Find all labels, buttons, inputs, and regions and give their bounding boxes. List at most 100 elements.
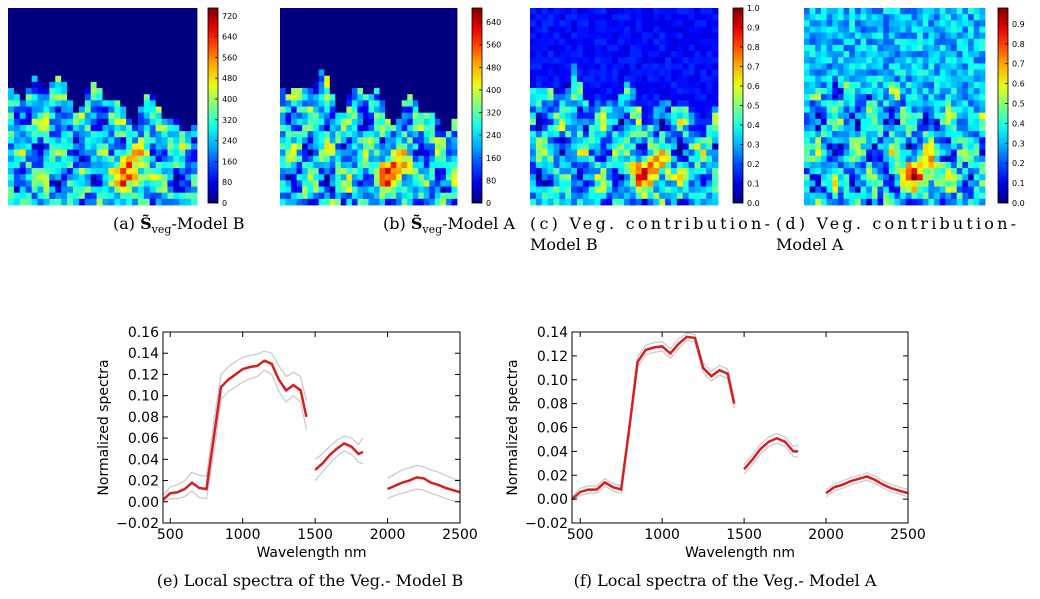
heatmap-cell (302, 137, 309, 144)
heatmap-cell (440, 161, 447, 169)
heatmap-cell (374, 106, 380, 114)
heatmap-cell (888, 88, 895, 95)
heatmap-cell (72, 8, 80, 15)
heatmap-cell (401, 26, 408, 34)
heatmap-cell (108, 118, 115, 126)
heatmap-cell (582, 94, 590, 101)
heatmap-cell (302, 57, 309, 64)
heatmap-cell (939, 51, 946, 58)
plot-frame (571, 331, 909, 524)
heatmap-cell (434, 192, 441, 200)
heatmap-cell (618, 51, 625, 58)
heatmap-cell (418, 180, 425, 187)
heatmap-cell (594, 8, 601, 15)
heatmap-cell (357, 88, 364, 95)
heatmap-cell (945, 131, 952, 138)
heatmap-cell (149, 168, 157, 175)
heatmap-cell (588, 14, 596, 21)
heatmap-cell (530, 161, 537, 169)
heatmap-cell (379, 174, 386, 181)
heatmap-cell (149, 26, 157, 34)
heatmap-cell (888, 124, 895, 132)
heatmap-cell (653, 63, 660, 70)
heatmap-cell (911, 106, 918, 114)
heatmap-cell (641, 118, 648, 126)
heatmap-cell (120, 88, 127, 95)
heatmap-cell (712, 168, 719, 175)
heatmap-cell (149, 51, 157, 58)
heatmap-cell (582, 20, 590, 27)
heatmap-cell (624, 14, 631, 21)
heatmap-cell (329, 94, 336, 101)
heatmap-cell (571, 174, 578, 181)
heatmap-cell (43, 69, 50, 77)
heatmap-cell (973, 51, 980, 58)
heatmap-cell (43, 149, 50, 157)
heatmap-cell (659, 112, 666, 120)
heatmap-cell (905, 81, 912, 89)
heatmap-cell (837, 137, 844, 144)
heatmap-cell (167, 192, 174, 200)
heatmap-cell (78, 81, 86, 89)
heatmap-cell (826, 32, 833, 40)
heatmap-cell (31, 69, 38, 77)
heatmap-cell (700, 149, 707, 157)
heatmap-cell (577, 112, 584, 120)
heatmap-cell (871, 26, 878, 34)
heatmap-cell (396, 32, 403, 40)
heatmap-cell (629, 69, 637, 77)
heatmap-cell (860, 137, 867, 144)
heatmap-cell (922, 44, 929, 52)
y-tick-label: 0.08 (128, 410, 159, 426)
heatmap-cell (945, 118, 952, 126)
heatmap-cell (968, 186, 975, 194)
heatmap-cell (618, 155, 625, 163)
heatmap-cell (565, 124, 572, 132)
heatmap-cell (671, 14, 678, 21)
heatmap-cell (635, 94, 643, 101)
heatmap-cell (618, 112, 625, 120)
heatmap-cell (167, 155, 174, 163)
heatmap-cell (530, 131, 537, 138)
heatmap-cell (956, 14, 963, 21)
heatmap-cell (629, 131, 637, 138)
heatmap-cell (682, 186, 690, 194)
heatmap-cell (653, 51, 660, 58)
heatmap-cell (582, 57, 590, 64)
heatmap-cell (854, 57, 861, 64)
heatmap-cell (132, 63, 139, 70)
heatmap-cell (694, 14, 701, 21)
heatmap-cell (43, 100, 50, 107)
heatmap-cell (618, 137, 625, 144)
heatmap-cell (351, 20, 358, 27)
heatmap-cell (973, 124, 980, 132)
heatmap-cell (137, 26, 145, 34)
heatmap-cell (934, 69, 941, 77)
heatmap-cell (418, 26, 425, 34)
heatmap-cell (291, 14, 297, 21)
heatmap-cell (114, 131, 121, 138)
heatmap-cell (866, 51, 873, 58)
heatmap-cell (582, 75, 590, 83)
heatmap-cell (357, 63, 364, 70)
heatmap-cell (837, 88, 844, 95)
heatmap-cell (120, 168, 127, 175)
heatmap-cell (401, 155, 408, 163)
heatmap-cell (832, 198, 839, 206)
heatmap-cell (905, 8, 912, 15)
heatmap-cell (905, 168, 912, 175)
heatmap-cell (13, 106, 21, 114)
heatmap-cell (423, 100, 430, 107)
heatmap-cell (120, 137, 127, 144)
heatmap-cell (418, 106, 425, 114)
heatmap-cell (849, 88, 856, 95)
heatmap-cell (973, 8, 980, 15)
heatmap-cell (302, 44, 309, 52)
heatmap-cell (939, 63, 946, 70)
heatmap-cell (951, 88, 958, 95)
heatmap-cell (61, 81, 68, 89)
heatmap-cell (307, 124, 314, 132)
heatmap-cell (329, 38, 336, 46)
heatmap-cell (571, 112, 578, 120)
heatmap-cell (676, 198, 684, 206)
